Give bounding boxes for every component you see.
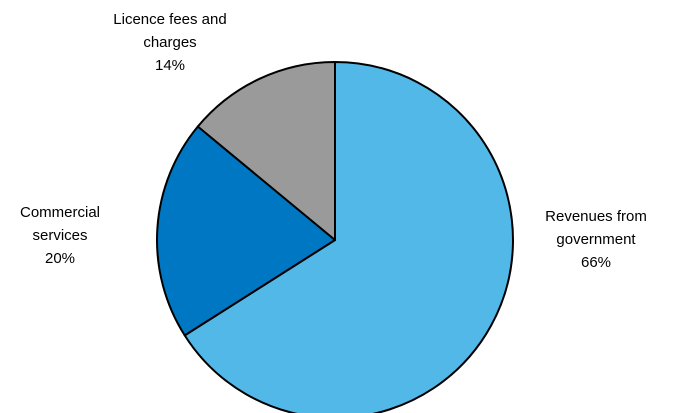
slice-value-licence: 14%: [154, 57, 186, 74]
slice-label-commercial-line-2: services: [32, 227, 88, 244]
slice-label-government: Revenues from government 66%: [516, 205, 676, 274]
slice-label-commercial-line-1: Commercial: [19, 204, 100, 221]
pie-slices: [156, 61, 514, 413]
pie-slice-licence: [196, 61, 336, 241]
slice-label-commercial: Commercial services 20%: [0, 201, 120, 270]
slice-label-licence: Licence fees and charges 14%: [90, 8, 250, 77]
slice-label-government-line-1: Revenues from: [545, 208, 647, 225]
slice-label-licence-line-1: Licence fees and: [113, 11, 227, 28]
pie-slice-commercial: [156, 125, 336, 337]
slice-value-government: 66%: [580, 254, 612, 271]
pie-slice-government: [183, 61, 514, 413]
slice-label-government-line-2: government: [556, 231, 636, 248]
slice-label-licence-line-2: charges: [143, 34, 197, 51]
slice-value-commercial: 20%: [44, 250, 76, 267]
